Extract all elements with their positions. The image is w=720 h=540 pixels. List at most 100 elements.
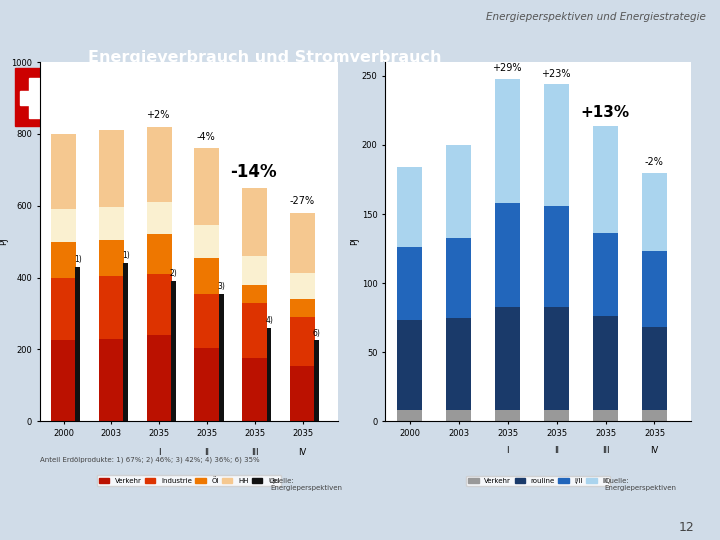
Text: Energieperspektiven und Energiestrategie: Energieperspektiven und Energiestrategie xyxy=(486,12,706,22)
Bar xyxy=(243,255,267,285)
Text: +2%: +2% xyxy=(146,110,170,120)
Bar xyxy=(495,307,521,410)
Text: Quelle:
Energieperspektiven: Quelle: Energieperspektiven xyxy=(605,478,677,491)
Bar xyxy=(147,274,171,335)
Text: -27%: -27% xyxy=(289,197,314,206)
Bar xyxy=(99,240,124,276)
Bar xyxy=(266,328,271,421)
Bar xyxy=(315,340,319,421)
Bar xyxy=(593,126,618,233)
Bar xyxy=(243,188,267,255)
Text: 3): 3) xyxy=(217,282,225,291)
Text: Stromverbrauch: Stromverbrauch xyxy=(423,164,513,174)
Bar xyxy=(147,335,171,421)
Bar xyxy=(290,213,315,273)
Bar xyxy=(51,134,76,210)
Text: I: I xyxy=(158,448,161,457)
Text: II: II xyxy=(554,446,559,455)
Bar xyxy=(147,127,171,202)
Y-axis label: PJ: PJ xyxy=(350,238,359,246)
Text: I: I xyxy=(506,446,509,455)
Bar xyxy=(397,320,423,410)
Text: 1): 1) xyxy=(74,255,82,264)
Bar xyxy=(16,68,53,126)
Bar xyxy=(446,145,472,238)
Bar xyxy=(290,366,315,421)
Text: Energieverbrauch: Energieverbrauch xyxy=(66,164,165,174)
Text: Quelle:
Energieperspektiven: Quelle: Energieperspektiven xyxy=(270,478,342,491)
Text: II: II xyxy=(204,448,210,457)
Bar xyxy=(593,233,618,316)
Bar xyxy=(243,359,267,421)
Bar xyxy=(99,276,124,339)
Bar xyxy=(51,134,76,242)
Text: +29%: +29% xyxy=(492,63,521,73)
Bar xyxy=(544,84,570,206)
Text: 6): 6) xyxy=(313,328,321,338)
Text: 1): 1) xyxy=(122,251,130,260)
Bar xyxy=(99,130,124,240)
Y-axis label: PJ: PJ xyxy=(0,238,8,246)
Bar xyxy=(495,410,521,421)
Text: 4): 4) xyxy=(265,316,273,325)
Bar xyxy=(147,202,171,234)
Bar xyxy=(29,78,40,118)
Bar xyxy=(99,130,124,207)
Bar xyxy=(495,79,521,203)
Text: nach Szenarien: nach Szenarien xyxy=(88,106,227,122)
Bar xyxy=(194,294,220,348)
Bar xyxy=(446,318,472,410)
Bar xyxy=(544,410,570,421)
Text: -14%: -14% xyxy=(230,163,277,181)
Text: -2%: -2% xyxy=(644,157,663,167)
Bar xyxy=(397,167,423,247)
Bar xyxy=(194,225,220,258)
Text: +23%: +23% xyxy=(541,69,570,79)
Bar xyxy=(593,410,618,421)
Bar xyxy=(446,238,472,318)
Bar xyxy=(51,278,76,340)
Bar xyxy=(446,410,472,421)
Bar xyxy=(51,340,76,421)
Bar xyxy=(243,188,267,285)
Bar xyxy=(171,281,176,421)
Bar xyxy=(495,203,521,307)
Text: III: III xyxy=(251,448,258,457)
Bar xyxy=(99,207,124,240)
Bar xyxy=(243,285,267,303)
Text: IV: IV xyxy=(650,446,659,455)
Legend: Verkehr, Industrie, Öl, HH, Uel: Verkehr, Industrie, Öl, HH, Uel xyxy=(96,475,282,486)
Text: III: III xyxy=(602,446,609,455)
Bar xyxy=(290,273,315,299)
Text: 2): 2) xyxy=(170,269,177,278)
Bar xyxy=(290,213,315,299)
Text: +13%: +13% xyxy=(580,105,629,120)
Bar xyxy=(51,210,76,242)
Text: IV: IV xyxy=(298,448,307,457)
Bar xyxy=(123,263,128,421)
Bar xyxy=(544,307,570,410)
Bar xyxy=(642,251,667,327)
Text: 12: 12 xyxy=(679,521,695,534)
Bar xyxy=(593,316,618,410)
Bar xyxy=(544,206,570,307)
Bar xyxy=(290,299,315,317)
Legend: Verkehr, rouline, I/II, III: Verkehr, rouline, I/II, III xyxy=(467,476,610,486)
Text: Energieverbrauch und Stromverbrauch: Energieverbrauch und Stromverbrauch xyxy=(88,50,441,65)
Bar xyxy=(397,410,423,421)
Bar xyxy=(642,410,667,421)
Bar xyxy=(99,339,124,421)
Bar xyxy=(147,127,171,234)
Bar xyxy=(219,294,224,421)
Bar xyxy=(20,91,48,105)
Bar xyxy=(194,148,220,258)
Bar xyxy=(194,348,220,421)
Bar xyxy=(51,241,76,278)
Bar xyxy=(397,247,423,320)
Bar xyxy=(147,234,171,274)
Bar xyxy=(194,148,220,225)
Bar xyxy=(76,267,80,421)
Bar xyxy=(243,303,267,359)
Bar xyxy=(290,317,315,366)
Bar xyxy=(194,258,220,294)
